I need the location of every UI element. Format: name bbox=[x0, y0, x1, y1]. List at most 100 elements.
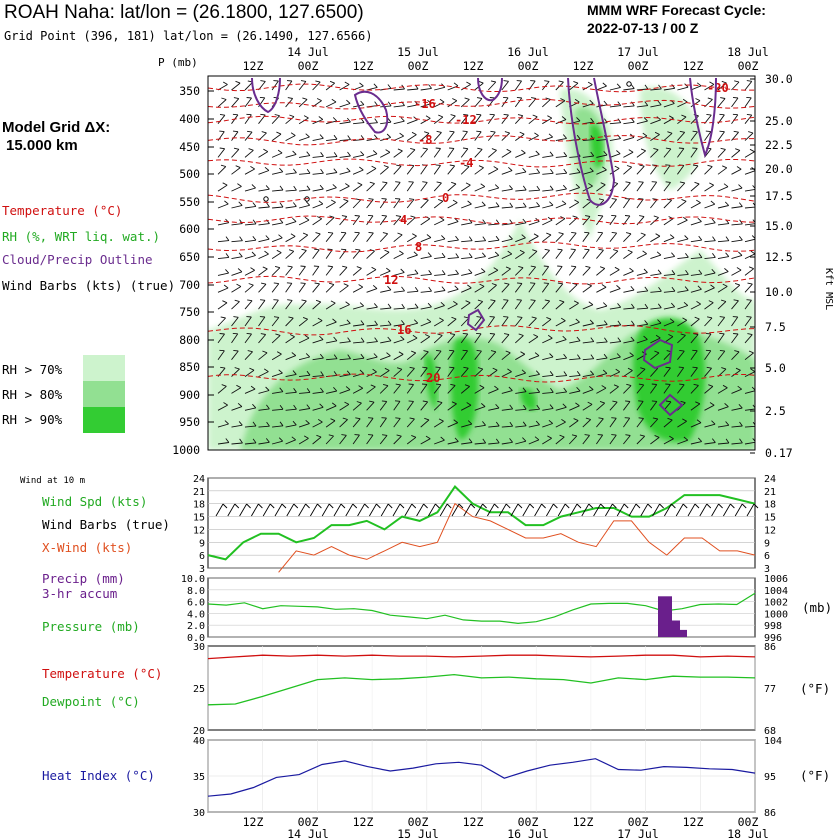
left-tick-label: 12 bbox=[193, 525, 205, 536]
wind-barb bbox=[353, 118, 365, 125]
wind-barb bbox=[650, 181, 658, 192]
heat-index-line bbox=[207, 758, 756, 797]
wind-barb bbox=[514, 316, 523, 327]
wind-barb bbox=[731, 350, 740, 361]
wind-barb bbox=[244, 148, 254, 158]
wind-barb bbox=[461, 284, 472, 293]
pressure-tick-label: 600 bbox=[179, 222, 200, 236]
wind-barb bbox=[582, 151, 595, 158]
wind-barb bbox=[555, 134, 567, 142]
wind-barb bbox=[501, 404, 514, 411]
wind-barb bbox=[582, 81, 593, 91]
wind-barb bbox=[677, 270, 689, 276]
wind-barb bbox=[420, 383, 428, 394]
wind-barb bbox=[447, 383, 456, 394]
wind-barb bbox=[461, 200, 472, 209]
wind-barb bbox=[352, 182, 363, 192]
temperature-contour bbox=[208, 135, 755, 146]
wind-barb bbox=[636, 335, 648, 344]
wind-barb bbox=[528, 316, 537, 327]
cloud-outline bbox=[251, 77, 717, 417]
wind-barb bbox=[677, 383, 685, 394]
surface-wind-barb bbox=[239, 503, 251, 517]
temperature-contour-label: -16 bbox=[414, 97, 436, 111]
wind-barb bbox=[393, 286, 405, 293]
wind-barb bbox=[244, 316, 252, 327]
time-tick-label: 00Z bbox=[628, 815, 649, 829]
wind-barb bbox=[528, 233, 539, 243]
wind-barb bbox=[636, 232, 646, 243]
wind-barb bbox=[515, 369, 526, 378]
wind-barb bbox=[393, 232, 403, 243]
wind-barb bbox=[379, 400, 388, 411]
wind-barb bbox=[663, 302, 676, 310]
wind-barb bbox=[447, 437, 459, 445]
wind-barb bbox=[312, 200, 324, 209]
wind-barb bbox=[460, 402, 472, 411]
precip-tick-label: 0.0 bbox=[187, 633, 205, 644]
wind-barb bbox=[217, 147, 226, 158]
wind-barb bbox=[258, 185, 270, 192]
wind-barb bbox=[623, 303, 635, 310]
wind-barb bbox=[298, 419, 310, 428]
wind-barb bbox=[258, 386, 270, 394]
wind-barb bbox=[555, 371, 568, 378]
cross-section-axes: P (mb) 350 400 450 500 550 600 650 700 750 800 850 9… bbox=[158, 45, 834, 460]
wind-barb bbox=[541, 265, 550, 276]
wind-barb bbox=[285, 265, 293, 276]
wind-barb bbox=[258, 438, 270, 445]
wind-barb bbox=[488, 202, 500, 209]
wind-barb bbox=[569, 354, 581, 361]
wind-barb bbox=[744, 131, 754, 141]
wind-barb bbox=[474, 236, 487, 243]
dewpoint-line bbox=[207, 673, 756, 706]
wind-barb bbox=[325, 199, 336, 209]
wind-barb bbox=[623, 400, 631, 411]
wind-barb bbox=[352, 417, 361, 428]
wind-barb bbox=[542, 316, 552, 327]
wind-barb bbox=[731, 403, 743, 411]
pressure-tick-label: 1004 bbox=[764, 586, 788, 597]
wind-barb bbox=[353, 320, 365, 327]
wind-barb bbox=[501, 386, 513, 394]
wind-barb bbox=[514, 114, 524, 125]
wind-barb bbox=[299, 388, 311, 394]
wind-barb bbox=[244, 350, 253, 361]
wind-barb bbox=[244, 367, 255, 377]
wind-barb bbox=[460, 164, 470, 175]
wind-barb bbox=[460, 300, 471, 310]
wind-barb bbox=[366, 384, 376, 394]
wind-barb bbox=[271, 369, 283, 378]
dewpoint-label: Dewpoint (°C) bbox=[42, 694, 140, 709]
temperature-contour bbox=[208, 241, 755, 253]
wind-barb bbox=[393, 268, 405, 276]
left-tick-label: 24 bbox=[193, 474, 205, 485]
wind-barb bbox=[393, 434, 402, 445]
wind-barb bbox=[312, 371, 324, 378]
wind-barb bbox=[744, 368, 755, 378]
wind-barb bbox=[609, 417, 617, 428]
wind-barb bbox=[325, 215, 335, 226]
wind-barb bbox=[271, 167, 284, 175]
wind-barb bbox=[231, 299, 240, 310]
wind-barb bbox=[717, 384, 728, 394]
wind-barb bbox=[366, 320, 378, 327]
wind-barb bbox=[636, 268, 648, 276]
wind-barb bbox=[636, 250, 647, 260]
left-tick-label: 3 bbox=[199, 564, 205, 575]
wind-barb bbox=[596, 150, 608, 158]
wind-barb bbox=[312, 216, 322, 226]
wind-barb bbox=[555, 434, 565, 445]
wind-barb bbox=[488, 148, 497, 158]
wind-barb bbox=[636, 383, 645, 394]
wind-barb bbox=[433, 147, 441, 158]
wind-barb bbox=[514, 265, 524, 276]
wind-barb bbox=[325, 184, 337, 192]
wind-barb bbox=[258, 299, 266, 310]
height-tick-label: 25.0 bbox=[765, 114, 793, 128]
wind-barb bbox=[271, 234, 283, 243]
rh-90-region bbox=[520, 388, 537, 411]
wind-barb bbox=[501, 202, 514, 209]
wind-barb bbox=[298, 435, 309, 445]
wind-barb bbox=[298, 248, 307, 259]
